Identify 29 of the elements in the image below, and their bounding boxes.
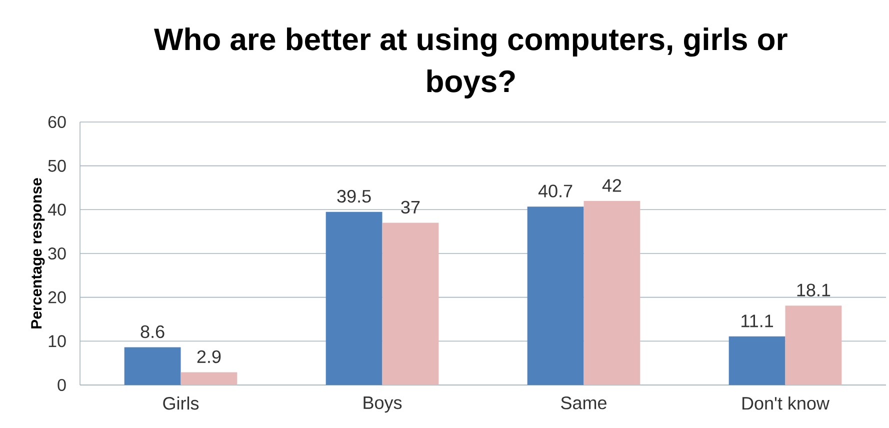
data-label: 11.1 <box>742 314 774 328</box>
data-label: 8.6 <box>140 325 164 338</box>
y-tick-label: 0 <box>58 378 66 392</box>
bar <box>180 372 238 385</box>
y-tick-label: 50 <box>48 160 66 172</box>
data-label: 42 <box>602 179 622 192</box>
bar <box>584 200 640 385</box>
y-tick-label: 20 <box>48 291 66 304</box>
x-tick-label: Don't know <box>742 396 830 410</box>
y-tick-label: 60 <box>48 116 66 128</box>
data-label: 39.5 <box>337 190 371 203</box>
bar <box>728 336 786 385</box>
y-tick-label: 10 <box>48 335 66 348</box>
data-label: 18.1 <box>797 284 830 296</box>
bar <box>785 306 842 385</box>
bar <box>382 222 439 385</box>
y-tick-label: 40 <box>48 204 66 216</box>
chart-title: Who are better at using computers, girls or boys? <box>154 28 788 98</box>
bar <box>527 206 584 385</box>
bar <box>124 347 181 385</box>
x-tick-label: Girls <box>163 396 199 410</box>
x-tick-label: Boys <box>364 396 402 413</box>
y-tick-label: 30 <box>48 247 66 260</box>
y-axis-title: Percentage response <box>31 178 45 328</box>
data-label: 40.7 <box>538 184 572 198</box>
data-label: 37 <box>401 200 420 214</box>
bar <box>326 212 382 385</box>
x-tick-label: Same <box>561 396 606 410</box>
data-label: 2.9 <box>197 350 221 364</box>
